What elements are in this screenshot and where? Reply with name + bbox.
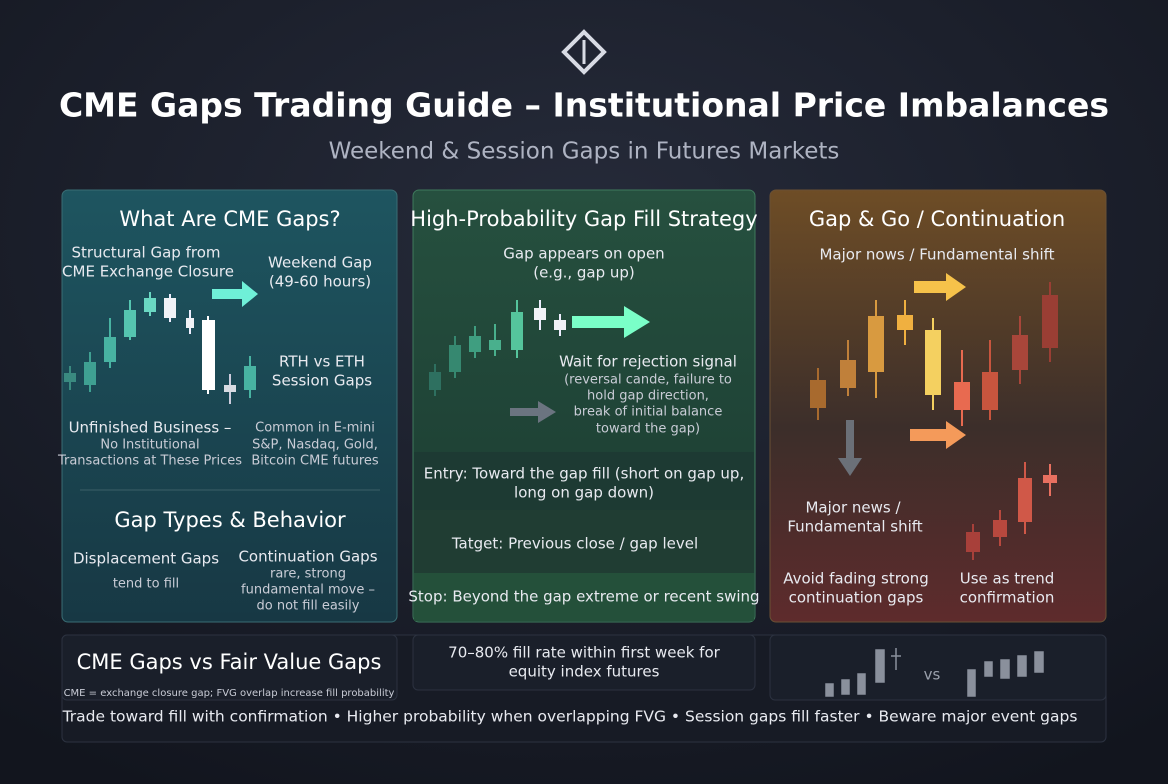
label: fundamental move – bbox=[241, 583, 375, 598]
label: Gap appears on open bbox=[503, 245, 664, 263]
label: (49-60 hours) bbox=[269, 273, 371, 291]
candles bbox=[429, 300, 566, 396]
label: Displacement Gaps bbox=[73, 550, 219, 568]
vs-label: vs bbox=[924, 666, 941, 684]
panel-title: High-Probability Gap Fill Strategy bbox=[410, 207, 757, 231]
label: Wait for rejection signal bbox=[559, 353, 737, 371]
label: Common in E-mini bbox=[255, 421, 375, 436]
title: CME Gaps Trading Guide – Institutional P… bbox=[59, 86, 1109, 125]
label: Structural Gap from bbox=[71, 244, 220, 262]
label: Entry: Toward the gap fill (short on gap… bbox=[424, 465, 744, 483]
label: Tatget: Previous close / gap level bbox=[451, 535, 698, 553]
section-title: Gap Types & Behavior bbox=[114, 508, 346, 532]
subtitle: Weekend & Session Gaps in Futures Market… bbox=[329, 139, 840, 165]
label: Use as trend bbox=[960, 570, 1055, 588]
arrow bbox=[838, 420, 862, 476]
footer-title: CME Gaps vs Fair Value Gaps bbox=[77, 650, 382, 674]
label: S&P, Nasdaq, Gold, bbox=[252, 438, 378, 453]
logo bbox=[561, 29, 607, 75]
label: hold gap direction, bbox=[587, 389, 709, 404]
label: Avoid fading strong bbox=[783, 570, 929, 588]
label: RTH vs ETH bbox=[279, 353, 365, 371]
arrow bbox=[572, 306, 650, 338]
footer-card bbox=[412, 634, 756, 691]
label: confirmation bbox=[960, 589, 1055, 607]
footer-card bbox=[769, 634, 1107, 701]
label: break of initial balance bbox=[574, 405, 723, 420]
label: CME Exchange Closure bbox=[62, 263, 234, 281]
mini-candles bbox=[825, 648, 1044, 697]
label: Major news / bbox=[805, 499, 901, 517]
label: (reversal cande, failure to bbox=[564, 373, 732, 388]
label: 70–80% fill rate within first week for bbox=[448, 644, 720, 662]
label: equity index futures bbox=[509, 663, 660, 681]
arrow bbox=[212, 281, 258, 307]
panel-title: What Are CME Gaps? bbox=[119, 207, 340, 231]
arrow bbox=[510, 401, 556, 423]
label: continuation gaps bbox=[789, 589, 924, 607]
label: tend to fill bbox=[113, 577, 179, 592]
label: Continuation Gaps bbox=[238, 548, 377, 566]
footer-note: CME = exchange closure gap; FVG overlap … bbox=[64, 688, 395, 699]
label: Stop: Beyond the gap extreme or recent s… bbox=[408, 588, 759, 606]
band bbox=[414, 510, 754, 573]
label: (e.g., gap up) bbox=[533, 264, 635, 282]
label: Transactions at These Prices bbox=[57, 454, 242, 469]
candles bbox=[64, 292, 256, 404]
band bbox=[414, 452, 754, 510]
arrow bbox=[910, 421, 966, 449]
label: No Institutional bbox=[100, 438, 199, 453]
candles bbox=[810, 282, 1058, 560]
label: Bitcoin CME futures bbox=[251, 454, 379, 469]
band bbox=[414, 573, 754, 621]
label: long on gap down) bbox=[514, 484, 654, 502]
label: toward the gap) bbox=[596, 422, 700, 437]
label: rare, strong bbox=[270, 567, 346, 582]
label: Session Gaps bbox=[272, 372, 372, 390]
label: do not fill easily bbox=[257, 599, 360, 614]
label: Fundamental shift bbox=[787, 518, 922, 536]
footer-card bbox=[61, 634, 398, 701]
label: Major nows / Fundamental shift bbox=[819, 246, 1054, 264]
label: Weekend Gap bbox=[268, 254, 372, 272]
arrow bbox=[914, 273, 966, 301]
tips: Trade toward fill with confirmation • Hi… bbox=[62, 708, 1078, 726]
label: Unfinished Business – bbox=[69, 419, 232, 437]
panel-title: Gap & Go / Continuation bbox=[809, 207, 1065, 231]
